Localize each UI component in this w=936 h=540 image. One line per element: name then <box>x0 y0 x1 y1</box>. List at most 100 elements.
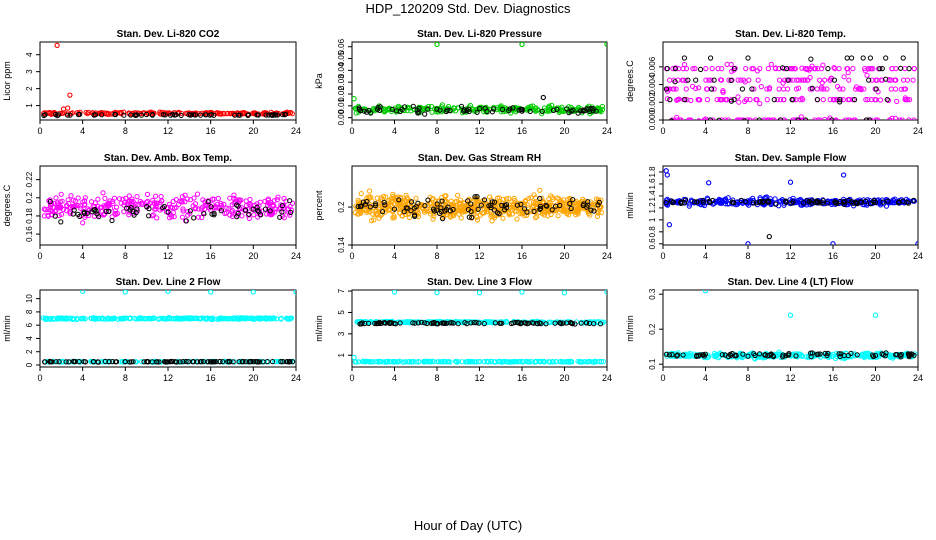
data-point <box>270 112 276 118</box>
data-point <box>425 197 431 203</box>
data-point <box>896 199 902 205</box>
data-point <box>459 209 465 215</box>
data-point <box>121 209 127 215</box>
data-point <box>372 203 378 209</box>
data-point <box>53 195 59 201</box>
x-tick-label: 24 <box>913 126 923 136</box>
data-point <box>358 191 364 197</box>
data-point <box>719 117 725 120</box>
x-tick-label: 12 <box>474 373 484 383</box>
data-point <box>569 359 575 365</box>
data-point <box>681 61 688 68</box>
data-point <box>126 315 133 322</box>
data-point <box>738 117 744 120</box>
x-tick-label: 16 <box>828 373 838 383</box>
data-point <box>427 359 433 365</box>
x-tick-label: 20 <box>559 126 569 136</box>
data-point <box>837 99 843 105</box>
data-point <box>546 320 552 326</box>
data-point <box>236 197 242 203</box>
data-point <box>181 315 188 321</box>
data-point <box>476 320 482 326</box>
data-point <box>840 97 846 103</box>
data-point <box>402 359 408 365</box>
data-point <box>537 203 544 209</box>
data-point <box>394 108 400 114</box>
data-point <box>905 97 911 103</box>
data-point <box>825 66 831 72</box>
data-point <box>410 103 416 109</box>
data-point <box>287 198 293 204</box>
data-point <box>561 206 567 212</box>
data-point <box>102 195 108 201</box>
data-point <box>439 198 445 204</box>
y-tick-label: 0.1 <box>648 358 657 370</box>
data-point <box>667 97 673 103</box>
data-point <box>82 359 89 365</box>
data-point <box>906 117 912 120</box>
data-point <box>484 206 490 213</box>
data-point <box>468 208 474 215</box>
x-tick-label: 4 <box>392 251 397 261</box>
data-point <box>879 66 885 72</box>
data-point <box>749 66 755 72</box>
data-point <box>434 106 440 112</box>
data-point <box>477 105 483 112</box>
data-point <box>822 121 826 125</box>
x-tick-label: 24 <box>291 251 301 261</box>
data-point <box>897 117 903 120</box>
data-point <box>735 77 741 83</box>
data-point <box>390 195 396 201</box>
data-point <box>512 198 518 204</box>
data-point <box>537 195 543 202</box>
data-point <box>707 117 713 120</box>
data-point <box>711 86 717 92</box>
panel-title: Stan. Dev. Gas Stream RH <box>418 153 541 164</box>
x-tick-label: 4 <box>703 126 708 136</box>
plot-frame <box>39 41 297 121</box>
data-point <box>211 112 217 118</box>
data-point <box>561 290 568 296</box>
data-point <box>67 112 73 118</box>
x-tick-label: 4 <box>703 251 708 261</box>
data-point <box>757 196 763 202</box>
data-point <box>126 212 132 218</box>
data-point <box>842 117 848 120</box>
data-point <box>453 359 459 365</box>
data-point <box>906 351 912 357</box>
data-point <box>802 66 808 72</box>
data-point <box>793 117 799 120</box>
data-point <box>715 66 721 72</box>
data-point <box>364 199 370 205</box>
data-point <box>60 206 67 213</box>
data-point <box>253 358 259 365</box>
data-point <box>472 194 478 200</box>
data-point <box>900 55 906 61</box>
y-tick-label: 1 <box>648 217 657 222</box>
data-point <box>418 319 424 325</box>
data-point <box>170 198 176 205</box>
data-point <box>386 105 392 111</box>
data-point <box>124 205 130 211</box>
data-point <box>862 198 869 204</box>
panel-title: Stan. Dev. Li-820 Pressure <box>417 29 542 40</box>
data-point <box>808 56 814 62</box>
y-axis-label: ml/min <box>625 315 635 342</box>
y-tick-label: 2 <box>25 349 34 354</box>
y-axis-label: degrees.C <box>625 60 635 102</box>
data-point <box>814 97 820 103</box>
data-point <box>374 195 380 201</box>
data-point <box>860 55 866 61</box>
data-point <box>414 208 421 214</box>
data-point <box>109 214 115 220</box>
data-point <box>549 207 555 213</box>
data-point <box>48 207 54 213</box>
data-point <box>56 359 62 365</box>
data-point <box>459 359 465 365</box>
data-point <box>716 117 722 120</box>
page-title: HDP_120209 Std. Dev. Diagnostics <box>365 1 571 16</box>
x-tick-label: 4 <box>80 373 85 383</box>
data-point <box>481 197 488 203</box>
data-point <box>695 97 701 103</box>
data-point <box>597 321 604 327</box>
